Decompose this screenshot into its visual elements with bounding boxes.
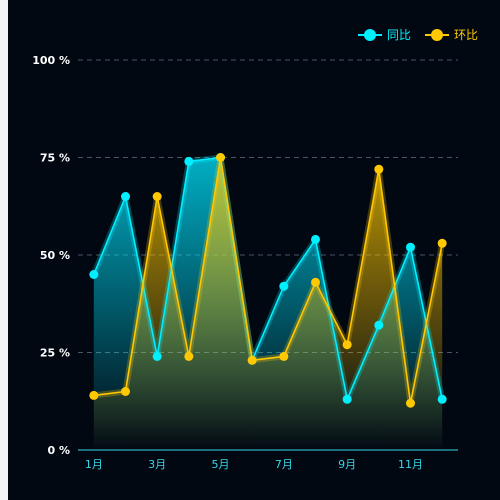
y-tick-label: 75 % [40,152,70,165]
data-point[interactable] [437,238,447,248]
data-point[interactable] [406,398,415,408]
data-point[interactable] [279,351,289,361]
data-point[interactable] [406,242,415,252]
x-tick-label: 9月 [338,458,356,471]
line-chart: 0 % 25 % 50 % 75 % 100 % 1月 3月 5月 7月 9月 11月 [32,54,458,471]
x-axis: 1月 3月 5月 7月 9月 11月 [85,458,423,471]
chart-panel: 0 % 25 % 50 % 75 % 100 % 1月 3月 5月 7月 9月 11月 同比 环比 [8,0,500,500]
data-point[interactable] [342,340,352,350]
x-tick-label: 5月 [212,458,230,471]
series-areas [93,157,443,450]
data-point[interactable] [247,355,257,365]
series-lines [91,154,446,407]
y-axis: 0 % 25 % 50 % 75 % 100 % [32,54,70,457]
x-tick-label: 3月 [148,458,166,471]
data-point[interactable] [279,281,289,291]
legend-item-yoy[interactable]: 同比 [357,26,411,43]
x-tick-label: 11月 [398,458,423,471]
legend: 同比 环比 [357,26,478,43]
series-points [89,153,447,408]
data-point[interactable] [152,351,162,361]
data-point[interactable] [437,394,447,404]
legend-item-mom[interactable]: 环比 [424,26,478,43]
series-line-1 [93,156,443,401]
y-tick-label: 0 % [47,444,70,457]
y-tick-label: 50 % [40,249,70,262]
data-point[interactable] [342,394,352,404]
data-point[interactable] [184,351,194,361]
legend-swatch-mom [424,28,449,41]
data-point[interactable] [374,320,384,330]
y-tick-label: 100 % [32,54,70,67]
data-point[interactable] [121,387,130,396]
data-point[interactable] [311,277,320,287]
legend-label-mom: 环比 [453,28,478,42]
legend-swatch-yoy [357,28,382,41]
data-point[interactable] [121,192,130,201]
legend-label-yoy: 同比 [386,28,411,42]
y-tick-label: 25 % [40,347,70,360]
x-tick-label: 1月 [85,458,103,471]
series-area-2 [93,157,443,450]
data-point[interactable] [311,234,320,244]
data-point[interactable] [374,164,384,174]
data-point[interactable] [89,390,99,400]
x-tick-label: 7月 [275,458,293,471]
data-point[interactable] [152,192,162,201]
data-point[interactable] [216,153,225,162]
data-point[interactable] [184,156,194,166]
series-line-2 [93,156,443,405]
data-point[interactable] [89,270,99,279]
